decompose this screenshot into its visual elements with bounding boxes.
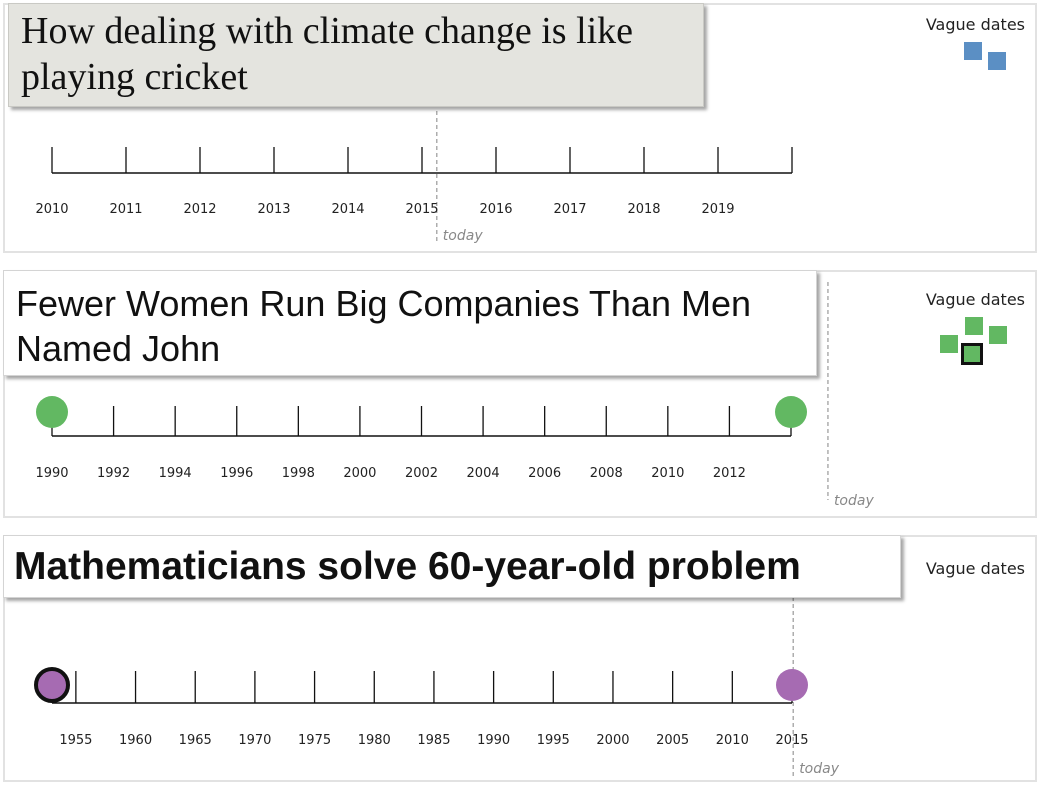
tick-label: 2015: [405, 202, 438, 217]
tick-label: 2004: [467, 466, 500, 481]
vague-date-square[interactable]: [940, 335, 958, 353]
today-label: today: [443, 228, 484, 244]
tick-label: 1985: [417, 733, 450, 748]
title-line-1: How dealing with climate change is like: [21, 10, 634, 52]
tick-label: 2012: [183, 202, 216, 217]
panel-title-climate: How dealing with climate change is like …: [8, 3, 704, 107]
tick-label: 1975: [298, 733, 331, 748]
vague-date-square[interactable]: [965, 317, 983, 335]
tick-label: 1960: [119, 733, 152, 748]
tick-label: 1955: [59, 733, 92, 748]
timeline-panel-women-ceos: today 1990 1992 1994 1996 1998 2000 2002 2004 200…: [3, 270, 1037, 518]
panel-title-women-ceos: Fewer Women Run Big Companies Than Men N…: [3, 270, 817, 376]
date-marker[interactable]: [775, 396, 807, 428]
tick-label: 2013: [257, 202, 290, 217]
title-line-2: playing cricket: [21, 56, 248, 98]
tick-label: 2012: [713, 466, 746, 481]
date-marker[interactable]: [34, 667, 70, 703]
date-marker[interactable]: [776, 669, 808, 701]
vague-date-square[interactable]: [964, 42, 982, 60]
timeline-axis-svg: today 1955 1960 1965 1970 1975 1980 1985 1990 199…: [34, 597, 840, 777]
today-label: today: [834, 493, 875, 509]
timeline-axis-svg: today 1990 1992 1994 1996 1998 2000 2002 2004 200…: [35, 282, 875, 509]
tick-label: 1998: [282, 466, 315, 481]
tick-label: 2010: [716, 733, 749, 748]
vague-dates-label: Vague dates: [925, 559, 1025, 578]
panel-title-mathematicians: Mathematicians solve 60-year-old problem: [3, 535, 901, 598]
tick-label: 2010: [651, 466, 684, 481]
vague-dates-label: Vague dates: [925, 290, 1025, 309]
title-line-1: Fewer Women Run Big Companies Than Men: [16, 283, 752, 324]
timeline-axis-svg: today 2010 2011 2012 2013 2014 2015 2016 2017 201…: [35, 111, 793, 244]
timeline-panel-climate: today 2010 2011 2012 2013 2014 2015 2016 2017 201…: [3, 3, 1037, 253]
vague-dates-label: Vague dates: [925, 15, 1025, 34]
tick-label: 2011: [109, 202, 142, 217]
tick-label: 1980: [358, 733, 391, 748]
tick-label: 2014: [331, 202, 364, 217]
tick-label: 2018: [627, 202, 660, 217]
tick-label: 1970: [238, 733, 271, 748]
tick-label: 1990: [477, 733, 510, 748]
tick-label: 1994: [159, 466, 192, 481]
tick-label: 2005: [656, 733, 689, 748]
tick-label: 1992: [97, 466, 130, 481]
tick-label: 2000: [343, 466, 376, 481]
tick-label: 2010: [35, 202, 68, 217]
timeline-panel-mathematicians: today 1955 1960 1965 1970 1975 1980 1985 1990 199…: [3, 535, 1037, 782]
tick-label: 2008: [590, 466, 623, 481]
tick-label: 2000: [596, 733, 629, 748]
tick-label: 2019: [701, 202, 734, 217]
vague-date-square[interactable]: [989, 326, 1007, 344]
tick-label: 2017: [553, 202, 586, 217]
tick-label: 1990: [35, 466, 68, 481]
title-line-2: Named John: [16, 328, 221, 369]
today-label: today: [799, 761, 840, 777]
tick-label: 2006: [528, 466, 561, 481]
tick-label: 2002: [405, 466, 438, 481]
tick-label: 2015: [775, 733, 808, 748]
date-marker[interactable]: [36, 396, 68, 428]
tick-label: 1965: [179, 733, 212, 748]
tick-label: 2016: [479, 202, 512, 217]
vague-date-square[interactable]: [988, 52, 1006, 70]
vague-date-square-selected[interactable]: [961, 343, 983, 365]
title-line-1: Mathematicians solve 60-year-old problem: [14, 545, 801, 588]
tick-label: 1996: [220, 466, 253, 481]
tick-label: 1995: [537, 733, 570, 748]
